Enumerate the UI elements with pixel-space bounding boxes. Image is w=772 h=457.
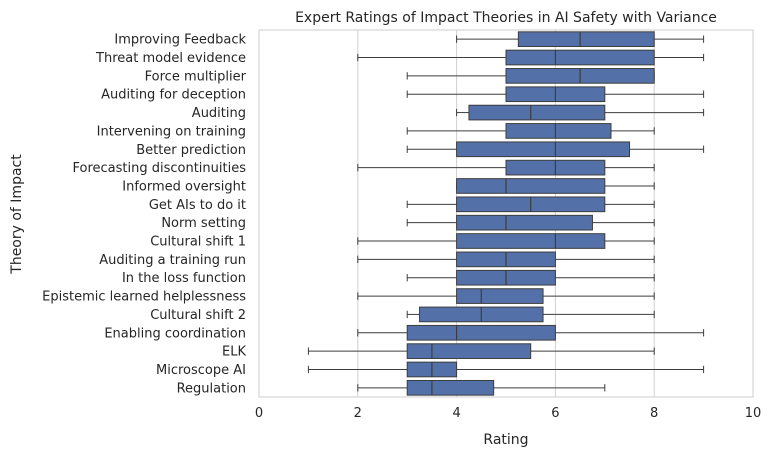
iqr-box — [468, 104, 606, 121]
box-item — [456, 178, 655, 194]
x-tick-labels: 0 2 4 6 8 10 — [255, 406, 761, 421]
x-tick-label: 8 — [650, 406, 658, 421]
y-tick-label: Regulation — [177, 381, 246, 396]
y-tick-label: Auditing — [192, 106, 246, 121]
x-tick-label: 4 — [452, 406, 460, 421]
box-item — [357, 324, 705, 341]
y-tick-label: Enabling coordination — [104, 326, 246, 341]
y-tick-label: Force multiplier — [145, 69, 247, 84]
y-tick-label: ELK — [222, 345, 246, 360]
box-item — [357, 251, 655, 268]
y-tick-label: Threat model evidence — [95, 51, 246, 66]
box-item — [406, 141, 705, 158]
y-tick-label: In the loss function — [122, 271, 246, 286]
box-item — [406, 68, 655, 84]
y-tick-label: Improving Feedback — [114, 33, 246, 48]
iqr-box — [456, 233, 606, 249]
x-axis-title: Rating — [483, 432, 528, 448]
box-item — [357, 233, 655, 249]
y-tick-label: Intervening on training — [97, 124, 246, 139]
box-item — [406, 196, 655, 213]
y-tick-label: Microscope AI — [156, 363, 246, 378]
box-item — [406, 214, 655, 231]
chart-title: Expert Ratings of Impact Theories in AI … — [295, 10, 717, 26]
box-item — [406, 86, 705, 103]
y-tick-label: Better prediction — [136, 143, 246, 158]
x-tick-label: 2 — [354, 406, 362, 421]
box-item — [456, 104, 705, 121]
x-tick-label: 0 — [255, 406, 263, 421]
y-tick-label: Auditing for deception — [101, 88, 246, 103]
iqr-box — [406, 379, 495, 396]
y-tick-label: Cultural shift 1 — [150, 235, 246, 250]
iqr-box — [456, 214, 593, 231]
box-item — [307, 343, 655, 359]
box-item — [357, 379, 606, 396]
box-item — [406, 269, 655, 286]
y-tick-label: Auditing a training run — [99, 253, 246, 268]
y-axis-title: Theory of Impact — [9, 154, 25, 275]
box-item — [307, 361, 705, 378]
iqr-box — [406, 324, 556, 341]
x-tick-label: 6 — [551, 406, 559, 421]
y-tick-label: Cultural shift 2 — [150, 308, 246, 323]
box-series — [307, 31, 705, 396]
box-item — [357, 49, 705, 66]
iqr-box — [517, 31, 655, 48]
iqr-box — [505, 49, 655, 66]
y-tick-label: Forecasting discontinuities — [72, 161, 246, 176]
iqr-box — [456, 288, 544, 304]
box-item — [406, 123, 655, 139]
y-tick-label: Informed oversight — [122, 179, 246, 194]
iqr-box — [456, 141, 630, 158]
plot-frame — [258, 29, 754, 398]
box-item — [357, 159, 655, 176]
box-item — [456, 31, 705, 48]
y-tick-label: Epistemic learned helplessness — [42, 290, 246, 305]
y-tick-label: Get AIs to do it — [149, 198, 246, 213]
iqr-box — [406, 343, 532, 359]
y-tick-labels: Improving Feedback Threat model evidence F… — [42, 33, 247, 397]
iqr-box — [456, 178, 606, 194]
iqr-box — [505, 123, 612, 139]
x-tick-label: 10 — [745, 406, 762, 421]
y-tick-label: Norm setting — [161, 216, 246, 231]
box-item — [406, 306, 655, 323]
box-item — [357, 288, 655, 304]
